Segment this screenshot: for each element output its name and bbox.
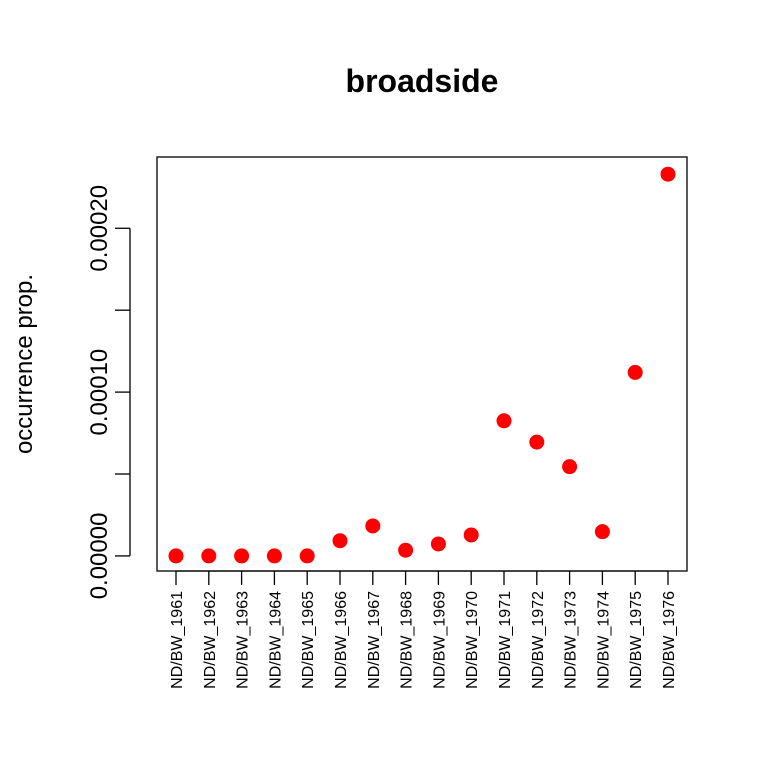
data-point (529, 434, 545, 450)
y-axis-label: occurrence prop. (11, 274, 38, 454)
x-tick-label: ND/BW_1971 (497, 591, 514, 689)
x-tick-label: ND/BW_1961 (169, 591, 186, 689)
data-point (627, 364, 643, 380)
data-point (266, 548, 282, 564)
x-tick-label: ND/BW_1962 (202, 591, 219, 689)
data-point (463, 527, 479, 543)
data-point (332, 533, 348, 549)
data-point (201, 548, 217, 564)
x-tick-label: ND/BW_1965 (300, 591, 317, 689)
y-tick-label: 0.00010 (86, 349, 113, 436)
plot-frame (156, 156, 688, 572)
data-point (398, 542, 414, 558)
x-tick-label: ND/BW_1968 (399, 591, 416, 689)
x-tick-label: ND/BW_1969 (431, 591, 448, 689)
data-point (365, 518, 381, 534)
data-point (496, 413, 512, 429)
data-point (168, 548, 184, 564)
data-point (234, 548, 250, 564)
y-tick-label: 0.00000 (86, 513, 113, 600)
x-tick-label: ND/BW_1964 (267, 591, 284, 689)
chart-title: broadside (346, 63, 499, 99)
x-tick-label: ND/BW_1973 (563, 591, 580, 689)
data-point (562, 459, 578, 475)
y-tick-label: 0.00020 (86, 185, 113, 272)
data-point (660, 166, 676, 182)
x-axis: ND/BW_1961 ND/BW_1962 ND/BW_1963 ND/BW_1964… (169, 570, 678, 689)
x-tick-label: ND/BW_1974 (595, 591, 612, 689)
x-tick-label: ND/BW_1975 (628, 591, 645, 689)
x-tick-label: ND/BW_1972 (530, 591, 547, 689)
x-tick-label: ND/BW_1976 (661, 591, 678, 689)
data-point (430, 536, 446, 552)
x-tick-label: ND/BW_1970 (464, 591, 481, 689)
x-tick-label: ND/BW_1963 (235, 591, 252, 689)
data-points (168, 166, 676, 564)
y-axis: 0.00000 0.00010 0.00020 (86, 185, 131, 600)
data-point (594, 524, 610, 540)
data-point (299, 548, 315, 564)
x-tick-label: ND/BW_1966 (333, 591, 350, 689)
x-tick-label: ND/BW_1967 (366, 591, 383, 689)
